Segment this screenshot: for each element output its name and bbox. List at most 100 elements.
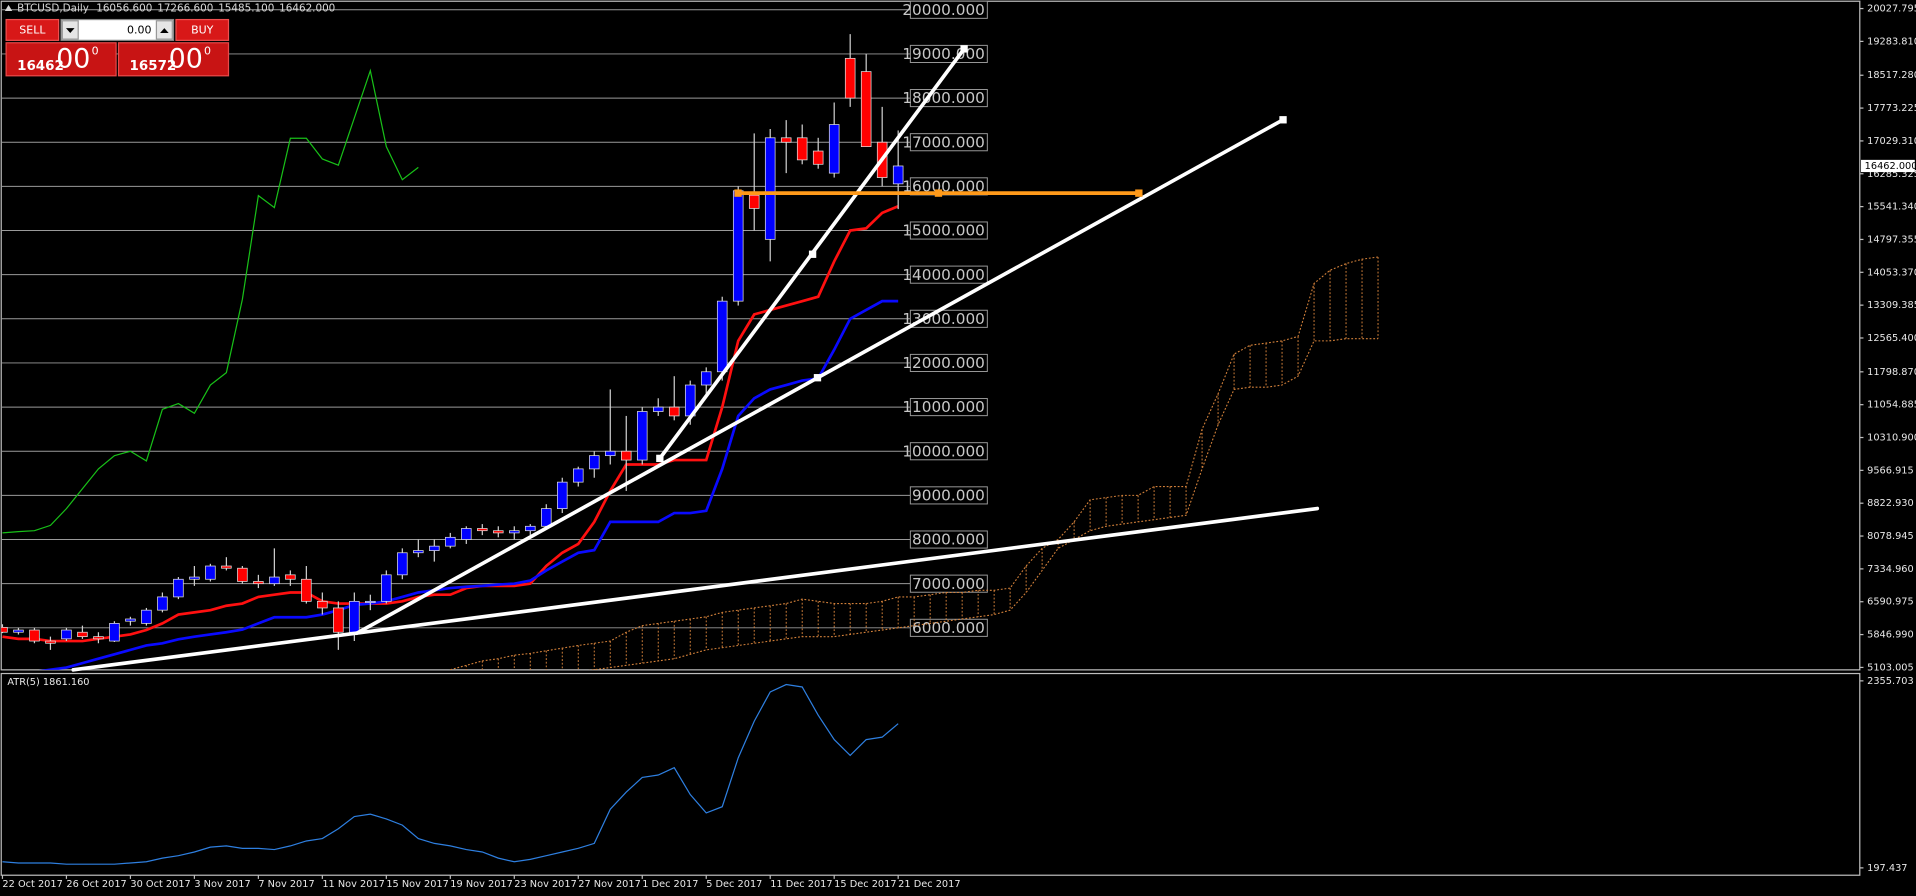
- atr-panel: ATR(5) 1861.160 197.437 2355.703: [2, 676, 1914, 874]
- one-click-trading: SELL 0.00 BUY 16462 00 0 16572 00 0: [5, 18, 230, 77]
- level-label-box: [909, 221, 988, 240]
- candle-body: [892, 165, 904, 185]
- level-label: 11000.000: [902, 398, 985, 416]
- up-arrow: [160, 28, 169, 34]
- candle-body: [605, 450, 616, 457]
- anchor[interactable]: [934, 189, 943, 197]
- candle-body: [812, 150, 824, 165]
- level-label: 13000.000: [902, 310, 985, 328]
- candle-body: [253, 581, 264, 585]
- x-tick-label: 1 Dec 2017: [642, 879, 698, 890]
- level-label: 16000.000: [902, 177, 985, 195]
- y-tick-label: 5103.005: [1867, 662, 1914, 673]
- candle-body: [445, 536, 456, 547]
- candle-body: [844, 57, 856, 99]
- candle-body: [780, 137, 792, 143]
- candle-body: [429, 545, 440, 551]
- bid-big: 16462: [17, 59, 64, 74]
- low-value: 15485.100: [218, 3, 274, 15]
- candle-body: [860, 71, 872, 148]
- x-tick-label: 15 Nov 2017: [386, 879, 449, 890]
- x-tick-label: 26 Oct 2017: [66, 879, 126, 890]
- atr-plot: [2, 683, 899, 865]
- y-tick-label: 16285.325: [1867, 169, 1916, 180]
- anchor[interactable]: [1135, 189, 1143, 197]
- anchor[interactable]: [1279, 116, 1287, 124]
- y-tick-label: 11798.870: [1867, 367, 1916, 378]
- symbol: BTCUSD,Daily: [17, 3, 89, 15]
- candle-body: [668, 406, 680, 417]
- down-arrow: [65, 28, 75, 34]
- candle-body: [764, 137, 776, 240]
- candle-body: [109, 623, 120, 642]
- level-label: 6000.000: [912, 619, 985, 637]
- anchor[interactable]: [734, 189, 742, 197]
- level-label-box: [909, 442, 988, 461]
- drawn-objects: [71, 45, 1320, 672]
- sell-button[interactable]: [5, 18, 60, 41]
- time-axis: 22 Oct 2017 26 Oct 2017 30 Oct 2017 3 Nov 2…: [1, 875, 961, 890]
- candle-body: [173, 578, 184, 598]
- x-tick-label: 22 Oct 2017: [2, 879, 62, 890]
- level-label-box: [909, 133, 988, 152]
- candle-body: [13, 629, 24, 633]
- level-label: 17000.000: [902, 133, 985, 151]
- level-label: 19000.000: [902, 45, 985, 63]
- candle-body: [509, 530, 520, 534]
- candle-body: [461, 528, 472, 540]
- anchor[interactable]: [813, 374, 822, 382]
- level-label-box: [909, 530, 988, 549]
- candle-body: [301, 578, 312, 602]
- candle-body: [477, 528, 488, 532]
- x-tick-label: 19 Nov 2017: [450, 879, 513, 890]
- last-price-label: 16462.000: [1865, 161, 1916, 172]
- anchor[interactable]: [960, 45, 968, 53]
- lots-input[interactable]: [60, 18, 175, 41]
- atr-frame: [0, 672, 1861, 876]
- candle-body: [381, 574, 392, 602]
- y-tick-label: 15541.340: [1867, 202, 1916, 213]
- candle-body: [285, 574, 296, 580]
- close-value: 16462.000: [279, 3, 335, 15]
- x-tick-label: 15 Dec 2017: [834, 879, 896, 890]
- indicator-line: [2, 204, 899, 643]
- candle-body: [748, 194, 760, 209]
- anchor[interactable]: [656, 454, 664, 463]
- indicator-title: ATR(5) 1861.160: [7, 677, 89, 688]
- trend-line[interactable]: [71, 506, 1320, 672]
- level-label-box: [909, 398, 988, 417]
- y-tick-label: 20027.795: [1867, 4, 1916, 15]
- last-price-box: [1861, 159, 1915, 173]
- open-value: 16056.600: [96, 3, 152, 15]
- level-label: 10000.000: [902, 442, 985, 460]
- candle-body: [125, 618, 136, 622]
- bid-box[interactable]: [5, 42, 117, 77]
- candle-body: [1, 627, 8, 633]
- level-label-box: [909, 574, 988, 593]
- y-tick-label: 8078.945: [1867, 531, 1914, 542]
- collapse-icon[interactable]: [4, 4, 13, 12]
- chart-header: BTCUSD,Daily 16056.600 17266.600 15485.100 1…: [4, 3, 335, 15]
- candle-body: [189, 576, 200, 580]
- candle-body: [221, 565, 232, 569]
- candle-body: [652, 406, 664, 412]
- anchor[interactable]: [808, 250, 817, 258]
- indicator-lines: [2, 68, 899, 670]
- x-tick-label: 5 Dec 2017: [706, 879, 762, 890]
- indicator-line: [39, 299, 899, 670]
- candle-body: [45, 640, 56, 644]
- sell-label: SELL: [19, 24, 46, 37]
- buy-button[interactable]: [175, 18, 230, 41]
- candle-body: [700, 371, 712, 386]
- bid-point: 0: [92, 44, 99, 57]
- y-tick-label: 9566.915: [1867, 465, 1914, 476]
- x-tick-label: 3 Nov 2017: [194, 879, 250, 890]
- y-tick-label: 18517.280: [1867, 70, 1916, 81]
- y-tick-label: 6590.975: [1867, 597, 1914, 608]
- ask-box[interactable]: [117, 42, 230, 77]
- level-label-box: [909, 265, 988, 284]
- y-tick-label: 14797.355: [1867, 234, 1916, 245]
- high-value: 17266.600: [157, 3, 213, 15]
